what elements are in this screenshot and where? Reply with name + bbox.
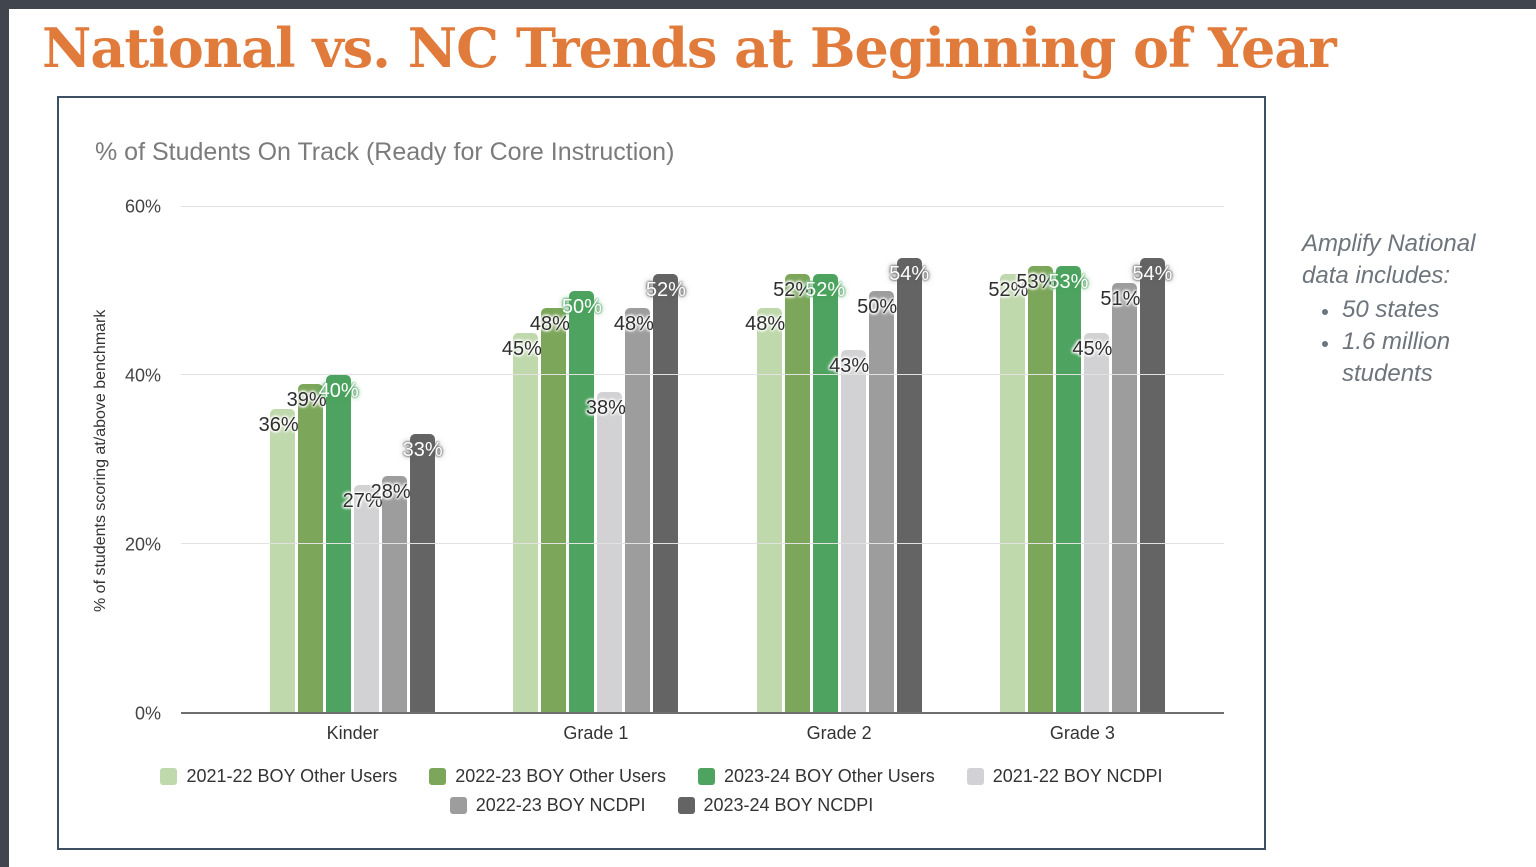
bar-value-label: 52% [645,279,686,302]
bar-value-label: 52% [773,279,814,302]
bar-value-label: 48% [745,313,786,335]
bar: 50% [562,291,602,712]
bar-value-label: 52% [988,279,1029,302]
legend-item-label: 2023-24 BOY Other Users [724,766,935,786]
y-axis-ticks: 0% 20% 40% 60% [59,197,171,724]
bar-value-label: 33% [402,439,443,462]
legend-item: 2022-23 BOY NCDPI [449,795,646,816]
legend-item-label: 2022-23 BOY NCDPI [475,795,646,815]
bar: 48% [614,308,654,712]
bar-group: 45% 48% 50% 38% 48% 52% [474,207,717,712]
bar-value-label: 50% [561,296,602,319]
slide-left-border [0,0,9,867]
bar: 51% [1100,282,1140,712]
bar: 45% [502,333,542,712]
bar: 48% [530,308,570,712]
x-category-label: Grade 2 [806,723,872,743]
bar-value-label: 54% [1132,262,1173,285]
side-note-list: 50 states1.6 million students [1302,294,1514,390]
bar-value-label: 43% [829,355,870,378]
legend-item: 2023-24 BOY Other Users [698,766,935,787]
bar: 52% [988,274,1028,712]
bar-value-label: 27% [342,489,383,512]
bar: 27% [343,484,383,712]
plot-area: 36% 39% 40% 27% 28% 33% 45% 48% 50% 38% 48% 52% 48% 5… [181,206,1224,714]
gridline [181,374,1224,376]
legend-swatch [449,797,467,814]
legend-item-label: 2021-22 BOY NCDPI [992,766,1163,786]
x-category-label: Kinder [326,723,379,743]
legend-row: 2021-22 BOY Other Users 2022-23 BOY Other… [160,766,1163,787]
legend-row: 2022-23 BOY NCDPI 2023-24 BOY NCDPI [449,795,874,816]
side-note-bullet: 50 states [1340,294,1514,326]
bar: 39% [287,383,327,712]
bar: 45% [1072,333,1112,712]
bar: 53% [1048,265,1088,712]
bar: 28% [371,476,411,712]
side-note: Amplify National data includes: 50 state… [1302,228,1514,390]
bar-value-label: 51% [1100,287,1141,310]
chart-container: % of Students On Track (Ready for Core I… [57,96,1266,850]
bar-value-label: 53% [1048,270,1089,293]
y-tick-label: 40% [124,365,161,386]
bar: 53% [1016,265,1056,712]
bar: 50% [857,291,897,712]
bar: 36% [259,409,299,712]
bar: 43% [829,350,869,712]
x-category-label: Grade 1 [563,723,629,743]
bar: 33% [403,434,443,712]
bar: 48% [745,308,785,712]
bar: 52% [805,274,845,712]
bar: 54% [1132,257,1172,712]
bar-value-label: 45% [501,338,542,361]
legend-item-label: 2022-23 BOY Other Users [455,766,666,786]
legend-item: 2021-22 BOY NCDPI [966,766,1163,787]
bar: 54% [889,257,929,712]
gridline [181,542,1224,544]
bar-value-label: 39% [286,388,327,411]
bar-group: 48% 52% 52% 43% 50% 54% [718,207,961,712]
y-tick-label: 60% [124,196,161,217]
legend-item-label: 2021-22 BOY Other Users [186,766,398,786]
bar: 52% [773,274,813,712]
bar-value-label: 54% [889,262,930,285]
bar-group: 52% 53% 53% 45% 51% 54% [961,207,1204,712]
side-note-intro: Amplify National data includes: [1302,230,1476,289]
legend-swatch [698,768,715,785]
legend-swatch [160,768,178,785]
legend-item: 2022-23 BOY Other Users [429,766,666,787]
legend-item: 2021-22 BOY Other Users [160,766,397,787]
bar-value-label: 36% [258,414,299,436]
legend-item-label: 2023-24 BOY NCDPI [703,795,874,815]
bar-value-label: 28% [370,481,411,504]
bar-value-label: 38% [585,397,626,420]
chart-title: % of Students On Track (Ready for Core I… [95,138,675,166]
bar-value-label: 45% [1072,338,1113,361]
y-tick-label: 20% [124,534,161,555]
bar: 40% [319,375,359,712]
bar-group: 36% 39% 40% 27% 28% 33% [231,207,474,712]
legend-swatch [429,768,447,785]
legend-item: 2023-24 BOY NCDPI [677,795,874,816]
x-category-label: Grade 3 [1049,723,1115,743]
chart-legend: 2021-22 BOY Other Users 2022-23 BOY Other… [59,766,1264,816]
gridline [181,206,1224,207]
y-tick-label: 0% [134,703,161,724]
bar: 52% [646,274,686,712]
side-note-bullet: 1.6 million students [1340,326,1514,390]
legend-swatch [966,768,984,785]
bar-value-label: 48% [529,313,570,335]
bar-value-label: 53% [1016,270,1057,293]
legend-swatch [677,797,695,814]
bar-value-label: 40% [318,380,359,403]
bar-value-label: 52% [805,279,846,302]
page-title: National vs. NC Trends at Beginning of Y… [42,16,1337,80]
x-axis-labels: Kinder Grade 1 Grade 2 Grade 3 [181,723,1224,744]
bar: 38% [586,392,626,712]
bar-groups: 36% 39% 40% 27% 28% 33% 45% 48% 50% 38% 48% 52% 48% 5… [181,207,1224,712]
bar-value-label: 48% [613,313,654,335]
slide-top-border [0,0,1536,9]
bar-value-label: 50% [857,296,898,319]
